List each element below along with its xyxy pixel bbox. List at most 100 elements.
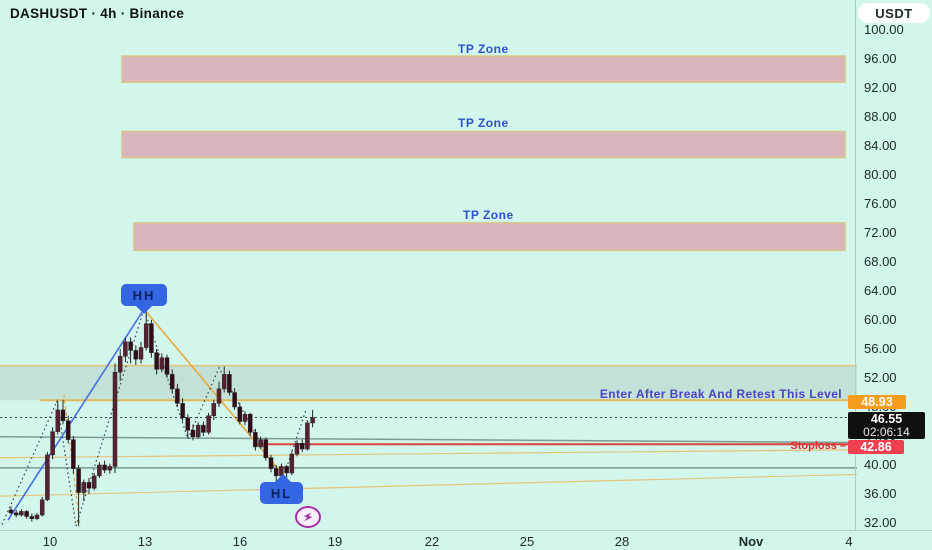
yellow-fan-line-1[interactable] [0,449,858,459]
candle-body [310,417,315,424]
candle-body [107,466,113,471]
tp-zone-band-2[interactable] [121,130,846,159]
time-axis-label-4: 4 [845,534,853,549]
price-axis-label-80.00: 80.00 [864,167,897,182]
candle-body [206,415,211,433]
candle-body [29,516,35,519]
supply-band-zone[interactable] [0,365,857,401]
candle-body [289,453,295,474]
candle-body [253,432,258,448]
candle-body [211,403,217,416]
candle-body [60,409,66,422]
candle-body [128,341,133,351]
price-axis-label-56.00: 56.00 [864,341,897,356]
candle-body [45,454,50,501]
candle-body [76,468,81,493]
entry-annotation-text[interactable]: Enter After Break And Retest This Level [599,387,842,401]
candle-body [169,374,175,390]
price-axis-label-60.00: 60.00 [864,312,897,327]
time-axis[interactable]: 10 13 16 19 22 25 28 Nov 4 [0,530,932,550]
candle-body [138,347,144,360]
candle-body [55,409,61,432]
time-axis-label-Nov: Nov [738,534,764,549]
lightning-bolt-glyph [303,512,313,522]
candle-body [190,429,196,437]
price-axis-label-72.00: 72.00 [864,225,897,240]
candle-body [237,406,243,422]
price-axis-label-88.00: 88.00 [864,109,897,124]
candle-body [13,512,19,516]
candle-body [268,457,274,469]
candle-body [24,511,29,517]
lightning-idea-icon[interactable] [295,506,321,528]
candle-body [305,422,310,450]
candle-body [65,420,71,440]
candle-body [117,356,123,373]
candle-body [201,424,206,433]
uptrend-line[interactable] [7,308,145,521]
price-axis-label-68.00: 68.00 [864,254,897,269]
candle-body [34,514,40,519]
candle-body [97,464,102,477]
stoploss-annotation-text[interactable]: Stoploss – [790,440,846,452]
candle-body [263,439,269,458]
candle-body [19,511,24,516]
price-axis-label-100.00: 100.00 [864,22,904,37]
time-axis-label-22: 22 [424,534,440,549]
candle-body [227,374,232,393]
candle-body [149,323,154,353]
last-price-badge: 46.55 02:06:14 [848,412,925,439]
price-axis-label-84.00: 84.00 [864,138,897,153]
candle-body [91,475,97,489]
price-axis[interactable]: USDT 48.93 46.55 02:06:14 42.86 100.00 96… [848,0,932,530]
candle-body [159,357,165,370]
price-axis-label-32.00: 32.00 [864,515,897,530]
candle-body [71,439,76,469]
time-axis-label-10: 10 [42,534,58,549]
higher-high-pointer [136,306,152,314]
candle-body [180,403,185,419]
candle-body [50,431,55,456]
candle-body [242,414,248,422]
time-axis-label-16: 16 [232,534,248,549]
tp-zone-label-2[interactable]: TP Zone [458,116,509,130]
candle-body [8,509,14,514]
higher-low-marker[interactable]: HL [260,482,303,504]
candle-body [81,482,87,493]
yellow-fan-line-2[interactable] [0,473,858,497]
tp-zone-label-1[interactable]: TP Zone [458,42,509,56]
price-axis-label-36.00: 36.00 [864,486,897,501]
tp-zone-band-3[interactable] [133,222,846,252]
last-price-value: 46.55 [870,411,903,426]
higher-high-marker[interactable]: HH [121,284,167,306]
candle-body [299,443,305,450]
price-axis-label-40.00: 40.00 [864,457,897,472]
time-axis-label-19: 19 [327,534,343,549]
price-axis-label-52.00: 52.00 [864,370,897,385]
time-axis-label-28: 28 [614,534,630,549]
price-axis-label-96.00: 96.00 [864,51,897,66]
currency-toggle-button[interactable]: USDT [858,3,930,23]
higher-low-pointer [275,474,291,482]
candle-body [143,323,149,348]
symbol-title: DASHUSDT · 4h · Binance [10,6,185,21]
price-axis-label-76.00: 76.00 [864,196,897,211]
candle-body [216,388,222,404]
candle-body [133,350,139,360]
candle-body [258,439,263,448]
bar-countdown: 02:06:14 [863,424,910,439]
candle-body [164,357,170,375]
candle-body [102,464,107,471]
entry-price-badge: 48.93 [848,395,906,409]
tp-zone-label-3[interactable]: TP Zone [463,208,514,222]
stoploss-price-badge: 42.86 [848,440,904,454]
gray-level-line-44[interactable] [0,435,858,444]
price-axis-label-92.00: 92.00 [864,80,897,95]
candle-body [86,482,92,489]
price-axis-label-64.00: 64.00 [864,283,897,298]
candle-body [221,374,227,390]
candle-body [294,443,300,455]
tp-zone-band-1[interactable] [121,55,846,83]
candle-body [232,392,237,408]
